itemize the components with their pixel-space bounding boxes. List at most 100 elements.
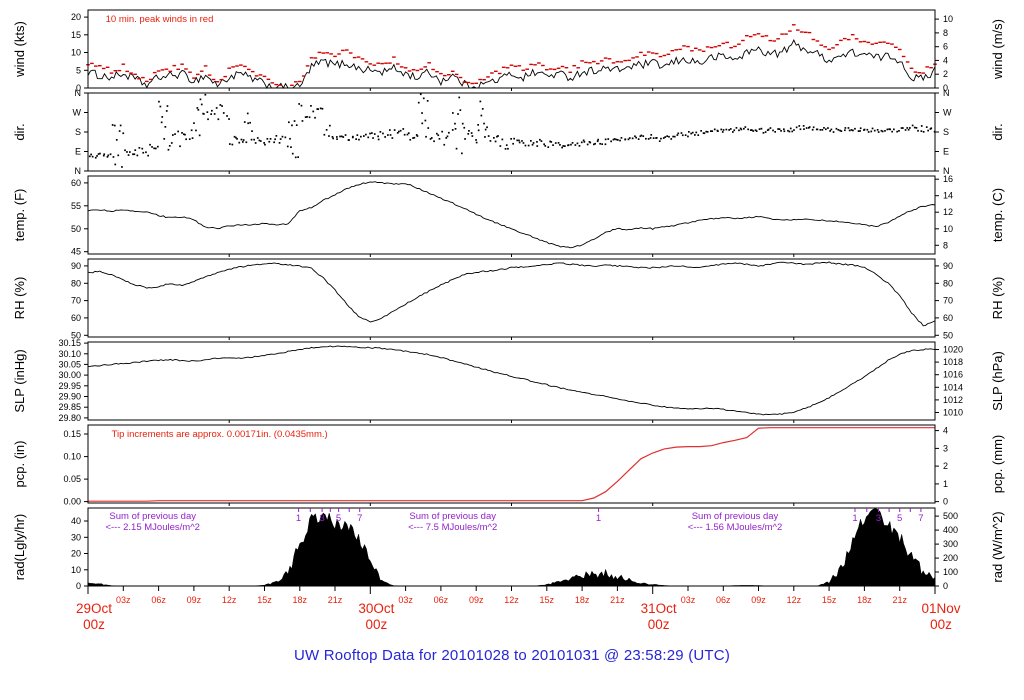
y-tick-label: 10 [943, 14, 953, 24]
rad-milestone-markers: 1 3 5 7 1 1 3 5 7 [296, 508, 924, 524]
hour-tick-label: 21z [328, 595, 343, 605]
y-tick-label: 300 [943, 539, 958, 549]
y-axis-right-title: SLP (hPa) [990, 351, 1005, 411]
y-tick-label: 0.05 [63, 474, 81, 484]
rad-sum-note-line1: Sum of previous day [692, 511, 779, 522]
y-axis-right-title: dir. [990, 123, 1005, 140]
y-axis-left-title: temp. (F) [12, 189, 27, 242]
rad-milestone-label: 1 [852, 513, 857, 524]
pcp-note: Tip increments are approx. 0.00171in. (0… [112, 429, 328, 440]
rad-milestone-label: 3 [876, 513, 881, 524]
y-axis-left-title: RH (%) [12, 277, 27, 320]
y-tick-label: 200 [943, 553, 958, 563]
y-tick-label: 29.95 [58, 381, 81, 391]
y-tick-label: 30 [71, 532, 81, 542]
panel-slp: 29.8029.8529.9029.9530.0030.0530.1030.15… [12, 338, 1005, 423]
y-tick-label: 14 [943, 191, 953, 201]
y-tick-label: 3 [943, 443, 948, 453]
wind-average-kts-series [87, 38, 936, 89]
y-tick-label: E [75, 147, 81, 157]
solar-radiation-lgly-hr-series [87, 508, 936, 587]
rad-sum-note-line2: <--- 2.15 MJoules/m^2 [105, 522, 199, 533]
hour-tick-label: 15z [540, 595, 555, 605]
day-label-date: 30Oct [358, 601, 394, 616]
rad-sum-notes: Sum of previous day <--- 2.15 MJoules/m^2… [105, 511, 782, 533]
y-tick-label: 400 [943, 525, 958, 535]
rad-sum-note-line2: <--- 7.5 MJoules/m^2 [408, 522, 497, 533]
panel-rh: 50 60 70 80 90 50 60 70 80 90 RH (%) RH (%) [12, 258, 1005, 340]
panel-rh-left-axis: 50 60 70 80 90 [71, 261, 88, 340]
panel-pcp: 0.00 0.05 0.10 0.15 0 1 2 3 4 pcp. (in) pcp. (mm) T… [12, 424, 1005, 507]
day-label-time: 00z [930, 617, 952, 632]
panel-rh-border [87, 258, 936, 338]
y-tick-label: 500 [943, 511, 958, 521]
wind-10min-peak-kts-series [86, 24, 937, 87]
y-tick-label: 45 [71, 247, 81, 257]
y-tick-label: 0 [943, 581, 948, 591]
rad-milestone-label: 5 [336, 513, 341, 524]
y-tick-label: 1018 [943, 357, 963, 367]
panel-dir-border [87, 92, 936, 172]
hour-tick-label: 06z [151, 595, 166, 605]
hour-tick-label: 15z [257, 595, 272, 605]
y-tick-label: 55 [71, 201, 81, 211]
y-tick-label: 0.00 [63, 497, 81, 507]
y-tick-label: N [75, 166, 82, 176]
hour-tick-label: 06z [434, 595, 449, 605]
rad-milestone-label: 7 [357, 513, 362, 524]
y-tick-label: 4 [943, 55, 948, 65]
wind-direction-deg-series [88, 93, 936, 168]
hour-tick-label: 18z [575, 595, 590, 605]
y-tick-label: 29.85 [58, 402, 81, 412]
y-tick-label: 12 [943, 207, 953, 217]
y-axis-right-title: temp. (C) [990, 188, 1005, 242]
y-axis-right-title: wind (m/s) [990, 19, 1005, 80]
y-tick-label: 6 [943, 42, 948, 52]
y-tick-label: 8 [943, 28, 948, 38]
rad-milestone-label: 1 [296, 513, 301, 524]
y-tick-label: 1020 [943, 345, 963, 355]
rad-milestone-label: 3 [319, 513, 324, 524]
y-axis-left-title: wind (kts) [12, 21, 27, 78]
panel-wind-border [87, 9, 936, 89]
day-label-time: 00z [648, 617, 670, 632]
y-tick-label: 80 [71, 278, 81, 288]
y-tick-label: 1 [943, 479, 948, 489]
panel-wind: 0 5 10 15 20 0 2 4 6 8 10 wind (kts) wind (m/s) 10 mi… [12, 9, 1005, 93]
y-tick-label: N [943, 88, 950, 98]
figure-title: UW Rooftop Data for 20101028 to 20101031… [293, 647, 731, 664]
y-tick-label: 0 [76, 581, 81, 591]
rad-sum-note-line2: <--- 1.56 MJoules/m^2 [688, 522, 782, 533]
hour-tick-label: 09z [469, 595, 484, 605]
panel-rad-left-axis: 0 10 20 30 40 [71, 516, 88, 591]
y-tick-label: 16 [943, 174, 953, 184]
y-tick-label: 1014 [943, 382, 963, 392]
y-tick-label: W [73, 108, 82, 118]
day-label-date: 01Nov [921, 601, 960, 616]
hour-tick-label: 12z [222, 595, 237, 605]
y-tick-label: 10 [71, 565, 81, 575]
y-tick-label: 0 [943, 497, 948, 507]
y-axis-left-title: rad(Lgly/hr) [12, 514, 27, 580]
panel-pcp-left-axis: 0.00 0.05 0.10 0.15 [63, 429, 88, 507]
hour-tick-label: 18z [857, 595, 872, 605]
y-tick-label: 100 [943, 567, 958, 577]
hour-tick-label: 03z [116, 595, 131, 605]
y-tick-label: 70 [71, 296, 81, 306]
y-tick-label: 0.15 [63, 429, 81, 439]
y-tick-label: 5 [76, 65, 81, 75]
hour-tick-label: 09z [751, 595, 766, 605]
y-tick-label: 50 [943, 330, 953, 340]
y-axis-left-title: SLP (inHg) [12, 349, 27, 412]
y-axis-right-title: RH (%) [990, 277, 1005, 320]
hour-tick-label: 12z [787, 595, 802, 605]
panel-rad-border [87, 507, 936, 587]
y-tick-label: 10 [943, 224, 953, 234]
panel-rad-right-axis: 0 100 200 300 400 500 [935, 511, 958, 591]
y-tick-label: 29.80 [58, 413, 81, 423]
rad-milestone-label: 7 [918, 513, 923, 524]
